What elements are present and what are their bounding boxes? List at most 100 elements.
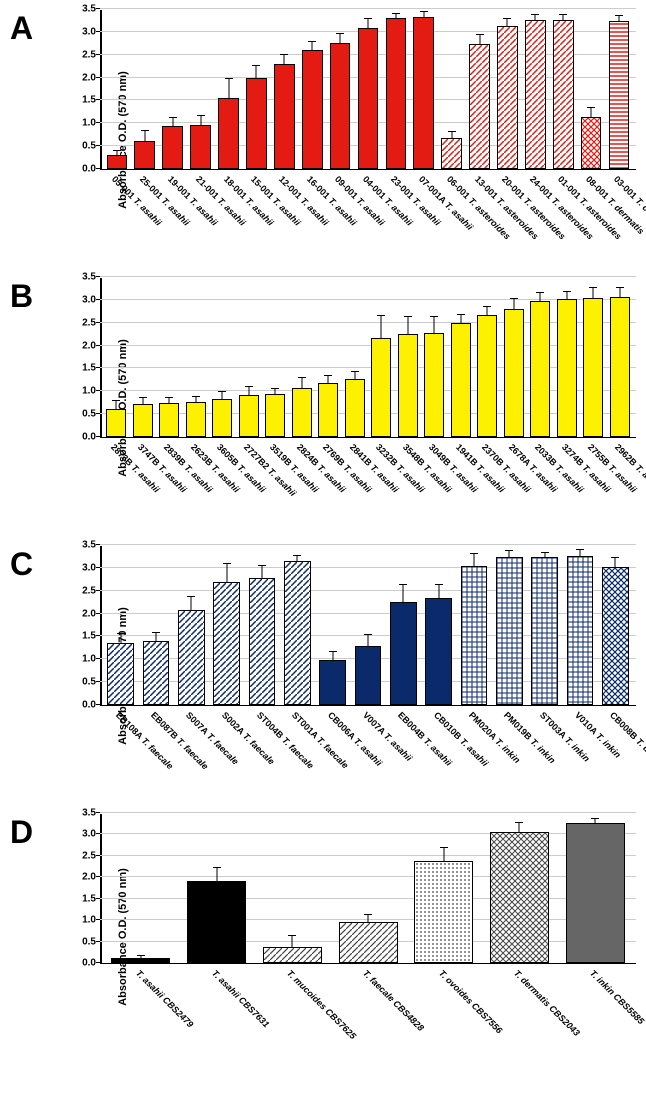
error-cap [399, 584, 407, 585]
error-cap [218, 391, 226, 392]
bar-slot [104, 546, 137, 705]
bar [414, 861, 473, 963]
error-cap [589, 287, 597, 288]
error-cap [117, 633, 125, 634]
bar-slot [132, 10, 158, 169]
error-cap [531, 14, 539, 15]
y-tick-label: 0.5 [82, 677, 100, 688]
error-cap [324, 375, 332, 376]
bar-slot [494, 10, 520, 169]
error-cap [258, 565, 266, 566]
bar-slot [343, 278, 368, 437]
bar-slot [290, 278, 315, 437]
panel-B: BAbsorbance O.D. (570 nm)0.00.51.01.52.0… [10, 278, 636, 538]
error-cap [213, 867, 221, 868]
bar [107, 643, 134, 705]
bars-container [100, 546, 636, 705]
bar-slot [157, 278, 182, 437]
y-tick-label: 3.5 [82, 540, 100, 551]
bar-slot [139, 546, 172, 705]
y-tick-label: 2.5 [82, 49, 100, 60]
bar [557, 299, 577, 437]
error-cap [364, 914, 372, 915]
bar-slot [449, 278, 474, 437]
bar [390, 602, 417, 705]
bar-slot [396, 278, 421, 437]
y-tick-label: 0.5 [82, 936, 100, 947]
bar [358, 28, 379, 169]
error-cap [197, 115, 205, 116]
y-tick-label: 3.5 [82, 272, 100, 283]
bar-slot [483, 814, 557, 963]
bars-container [100, 814, 636, 963]
error-cap [112, 400, 120, 401]
bars-container [100, 278, 636, 437]
bar-slot [104, 278, 129, 437]
bar-slot [439, 10, 465, 169]
bar [213, 582, 240, 705]
error-cap [392, 13, 400, 14]
x-label-species: T. dermatis [634, 736, 646, 777]
error-cap [483, 306, 491, 307]
bar-slot [245, 546, 278, 705]
error-cap [288, 935, 296, 936]
panel-A: AAbsorbance O.D. (570 nm)0.00.51.01.52.0… [10, 10, 636, 270]
error-cap [435, 584, 443, 585]
error-cap [616, 287, 624, 288]
bar-slot [528, 278, 553, 437]
error-cap [536, 292, 544, 293]
y-tick-label: 1.0 [82, 915, 100, 926]
bar [178, 610, 205, 705]
bar-slot [467, 10, 493, 169]
error-cap [165, 397, 173, 398]
bar-slot [299, 10, 325, 169]
y-tick-label: 1.5 [82, 631, 100, 642]
bar [504, 309, 524, 437]
bar [451, 323, 471, 437]
bar-slot [327, 10, 353, 169]
bar-slot [188, 10, 214, 169]
bar-slot [216, 10, 242, 169]
bar-slot [131, 278, 156, 437]
bar [106, 409, 126, 437]
bar-slot [555, 278, 580, 437]
panel-D: DAbsorbance O.D. (570 nm)0.00.51.01.52.0… [10, 814, 636, 1059]
bar-slot [351, 546, 384, 705]
error-cap [169, 117, 177, 118]
bar [107, 155, 128, 169]
error-cap [223, 563, 231, 564]
chart-D: Absorbance O.D. (570 nm)0.00.51.01.52.02… [58, 814, 636, 1059]
y-tick-label: 2.0 [82, 340, 100, 351]
bar [567, 556, 594, 705]
bar-slot [493, 546, 526, 705]
bar-slot [522, 10, 548, 169]
bar-slot [608, 278, 633, 437]
error-cap [587, 107, 595, 108]
bar [274, 64, 295, 169]
error-cap [139, 397, 147, 398]
bar [246, 78, 267, 169]
y-tick-label: 2.5 [82, 317, 100, 328]
bar-slot [606, 10, 632, 169]
y-tick-label: 1.0 [82, 118, 100, 129]
bar-slot [528, 546, 561, 705]
panel-label-B: B [10, 278, 33, 315]
bar [284, 561, 311, 705]
bar-slot [175, 546, 208, 705]
bar [531, 557, 558, 705]
bar [292, 388, 312, 437]
error-cap [559, 14, 567, 15]
bar-slot [331, 814, 405, 963]
error-cap [364, 18, 372, 19]
plot-area: 0.00.51.01.52.02.53.03.5 [100, 278, 636, 438]
bar [111, 958, 170, 963]
y-tick-label: 1.0 [82, 654, 100, 665]
gridline [100, 812, 636, 813]
error-cap [329, 651, 337, 652]
bar-slot [104, 814, 178, 963]
bar [143, 641, 170, 705]
y-tick-label: 0.5 [82, 141, 100, 152]
plot-area: 0.00.51.01.52.02.53.03.5 [100, 546, 636, 706]
bar-slot [184, 278, 209, 437]
bar [218, 98, 239, 169]
